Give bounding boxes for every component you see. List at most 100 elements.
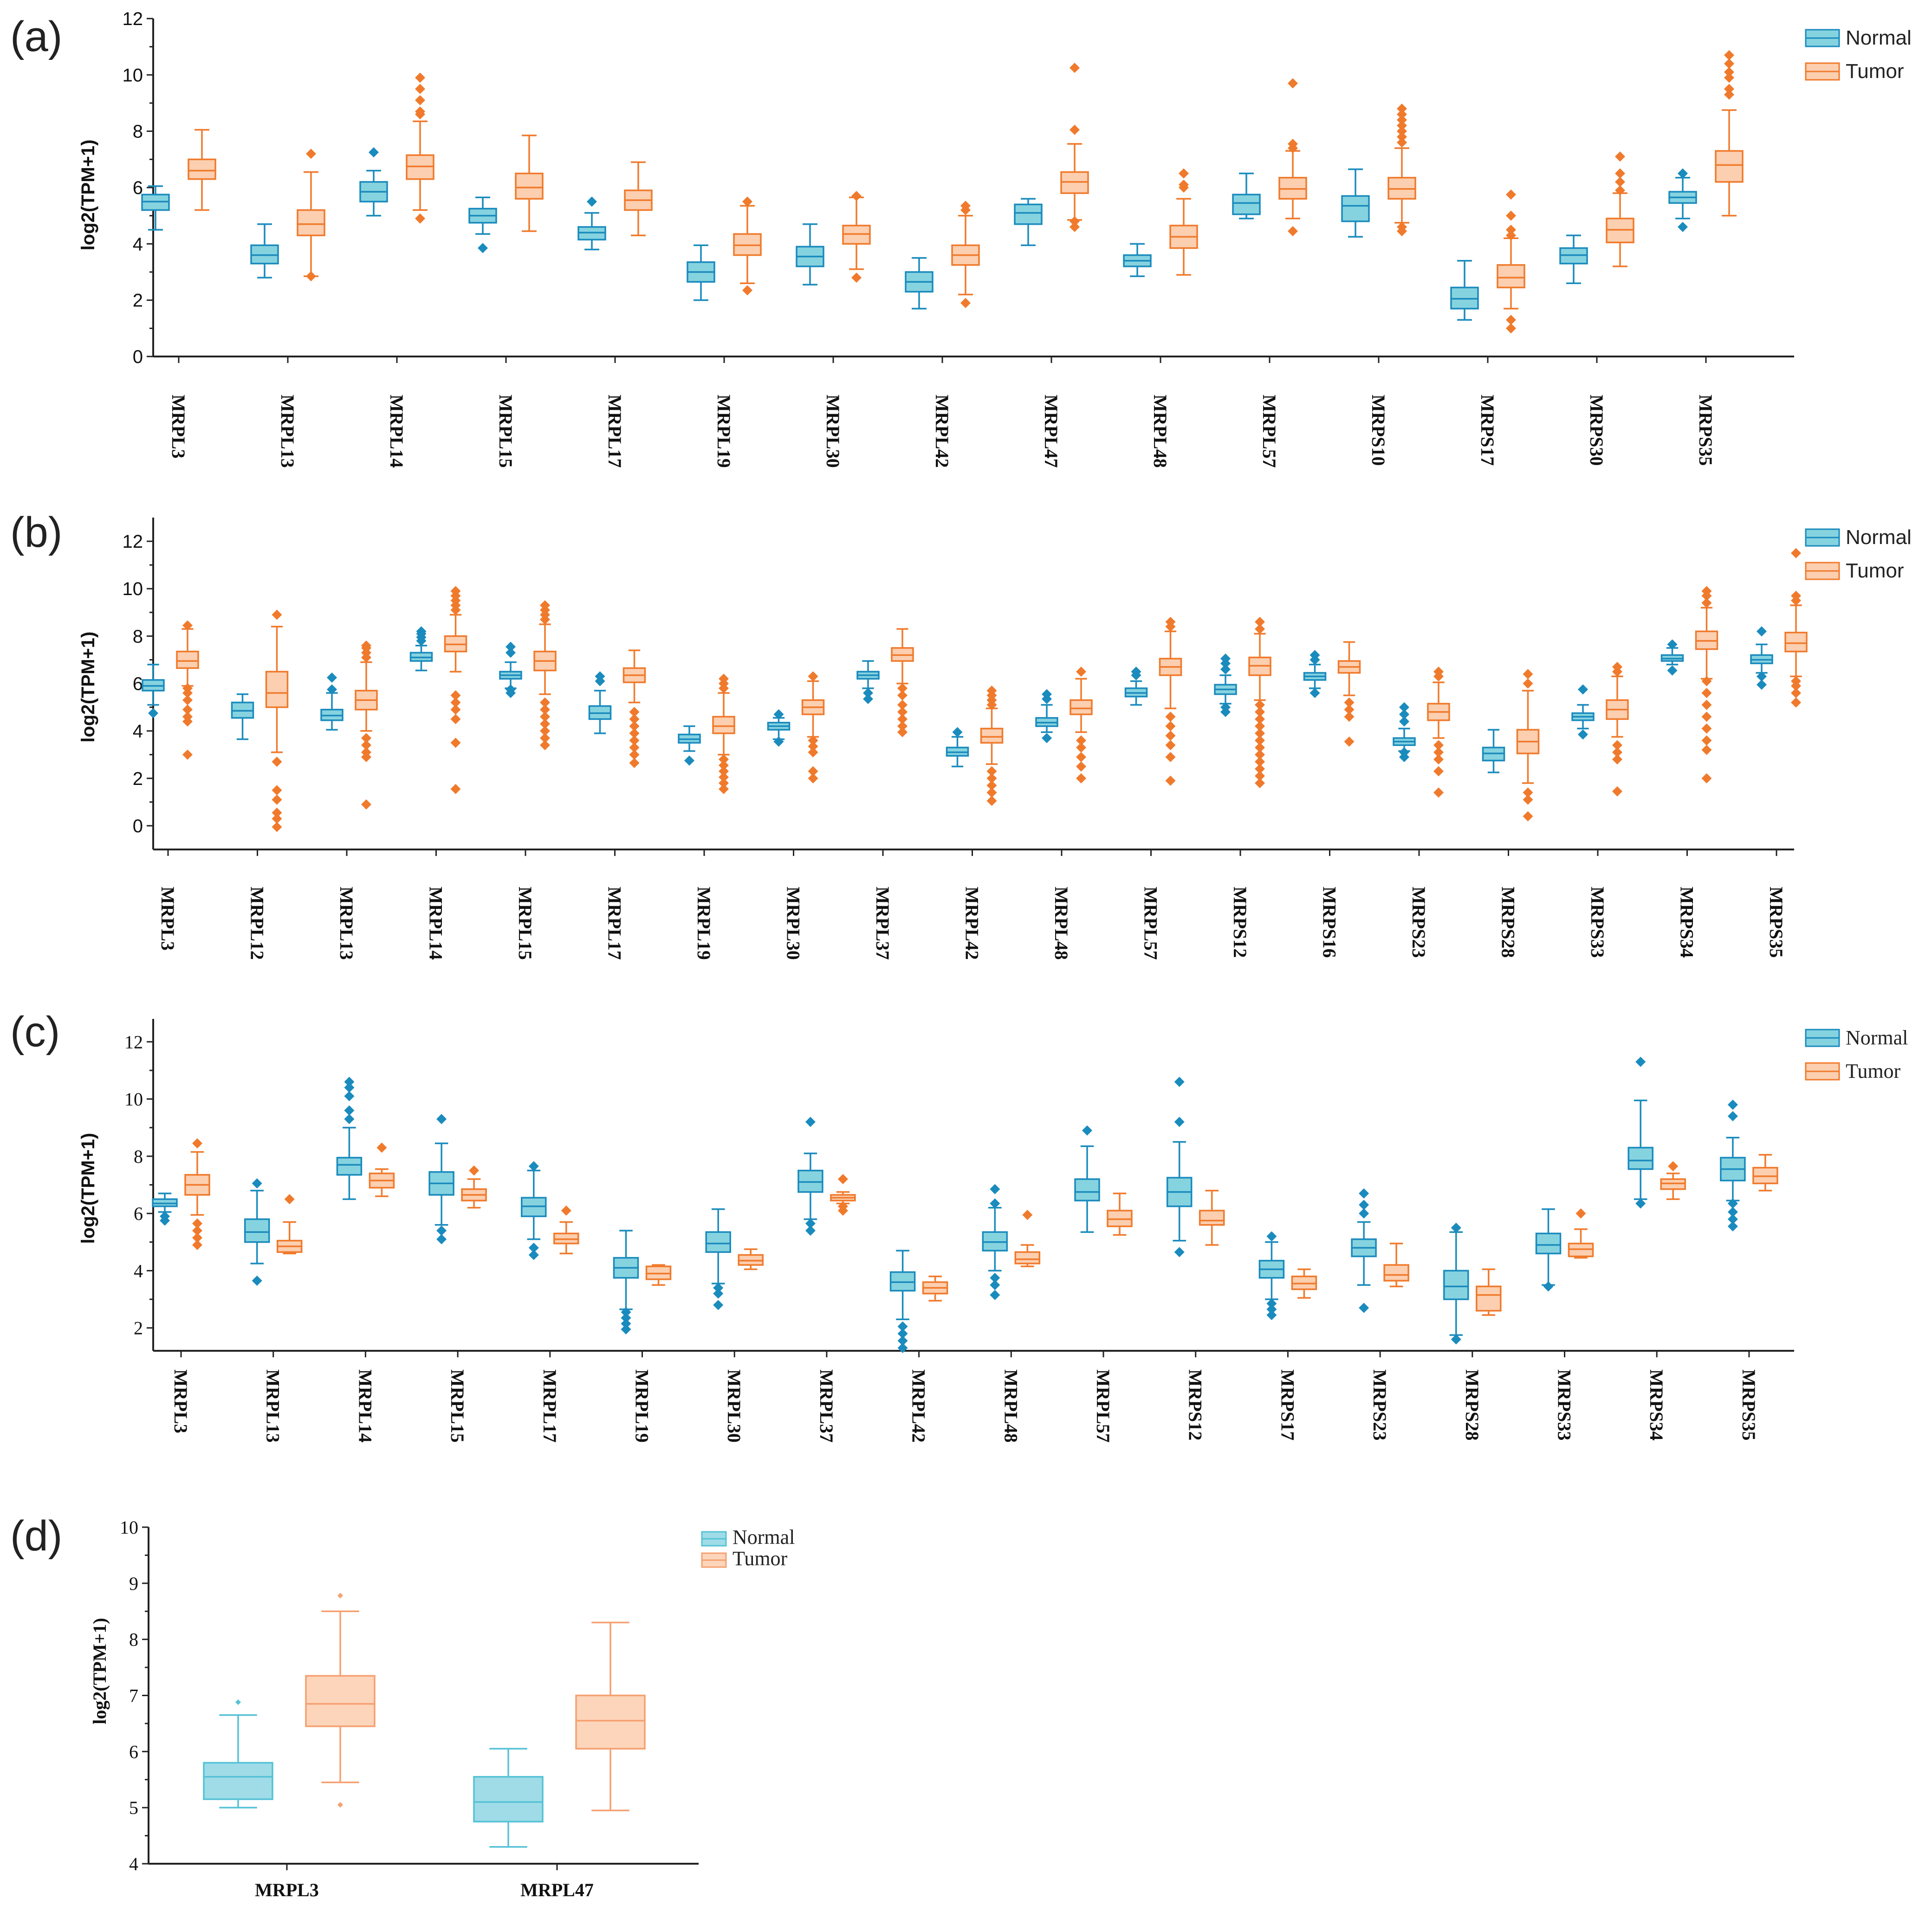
outlier-point [1668,1161,1679,1172]
outlier-point [1575,1208,1586,1219]
tumor-box-mrpl13 [276,1194,303,1255]
outlier-point [1399,716,1409,727]
outlier-point [1451,1222,1461,1233]
outlier-point [990,1290,1000,1300]
tumor-box-mrpl47 [1060,63,1089,232]
outlier-point [1288,226,1298,237]
outlier-point [1255,624,1265,635]
outlier-point [1506,189,1516,200]
outlier-point [629,721,640,732]
x-tick-label: MRPL17 [604,395,625,468]
outlier-point [1724,84,1734,94]
outlier-point [1701,773,1712,784]
outlier-point [897,714,908,725]
outlier-point [416,626,427,637]
x-tick-label: MRPL48 [1000,1369,1021,1443]
outlier-point [808,773,818,784]
outlier-point [436,1234,447,1244]
box-iqr [244,1218,270,1243]
y-tick-label: 8 [129,1629,138,1650]
outlier-point [629,758,640,768]
tumor-box-mrpl57 [1278,78,1307,237]
outlier-point [621,1324,631,1335]
outlier-point [327,672,337,683]
outlier-point [1344,697,1355,708]
outlier-point [1255,616,1265,627]
normal-box-mrpl19 [613,1230,639,1335]
outlier-point [960,298,971,308]
outlier-point [1076,666,1086,677]
outlier-point [1076,761,1086,772]
outlier-point [506,684,516,695]
outlier-point [1724,89,1734,100]
panel-a: (a) log2(TPM+1) 0 2 4 6 8 10 12 MRPL3 MRPL13 MRPL… [10,9,1912,468]
outlier-point [851,191,862,201]
outlier-point [1220,664,1231,674]
normal-box-mrpl47 [1014,198,1043,246]
normal-box-mrpl37 [856,660,880,704]
outlier-point [344,1105,355,1116]
outlier-point [1220,653,1231,664]
y-tick-label: 2 [133,291,143,311]
y-tick-label: 6 [134,1203,143,1224]
outlier-point [719,772,729,783]
outlier-point [1612,786,1622,797]
outlier-point [528,1161,539,1172]
outlier-point [808,741,818,752]
outlier-point [1399,709,1409,719]
outlier-point [344,1114,355,1124]
outlier-point [1255,764,1265,774]
outlier-point [1678,168,1688,179]
outlier-point [1255,700,1265,710]
outlier-point [1255,714,1265,725]
outlier-point [1701,687,1712,698]
outlier-point [540,732,550,743]
outlier-point [1506,230,1516,241]
outlier-point [361,732,371,743]
tumor-box-mrpl15 [533,600,557,751]
normal-box-mrpl14 [336,1076,363,1200]
outlier-point [1359,1199,1369,1210]
outlier-point [1523,794,1533,805]
outlier-point [337,1593,343,1599]
x-tick-label: MRPS33 [1587,887,1608,958]
tumor-box-mrps12 [1199,1190,1225,1246]
panel-d-y-axis-title: log2(TPM+1) [89,1618,110,1724]
x-tick-label: MRPL13 [277,395,298,468]
box-iqr [176,650,199,669]
outlier-point [1451,1334,1461,1345]
x-tick-label: MRPL30 [724,1369,745,1443]
outlier-point [1433,666,1444,677]
outlier-point [1612,747,1622,758]
outlier-point [1165,730,1176,741]
outlier-point [415,106,425,117]
outlier-point [1615,185,1625,196]
normal-box-mrps16 [1303,650,1327,698]
outlier-point [1727,1207,1738,1218]
box-iqr [1070,699,1093,715]
outlier-point [361,747,371,758]
outlier-point [719,754,729,765]
tumor-box-mrpl30 [801,671,825,784]
outlier-point [1791,697,1801,708]
outlier-point [719,674,729,684]
outlier-point [1701,745,1712,755]
outlier-point [540,712,550,722]
outlier-point [1397,115,1407,125]
y-tick-label: 8 [134,1146,143,1167]
outlier-point [252,1275,262,1286]
outlier-point [713,1300,724,1310]
outlier-point [805,1116,816,1127]
outlier-point [436,1225,447,1236]
outlier-point [808,671,818,682]
outlier-point [1433,747,1444,758]
tumor-box-mrps33 [1568,1208,1594,1259]
box-iqr [188,158,216,180]
tumor-box-mrpl14 [406,72,434,224]
outlier-point [986,766,997,777]
tumor-box-mrps10 [1387,104,1416,237]
y-tick-label: 0 [133,816,143,836]
outlier-point [284,1194,295,1205]
outlier-point [415,213,425,224]
outlier-point [621,1307,631,1317]
